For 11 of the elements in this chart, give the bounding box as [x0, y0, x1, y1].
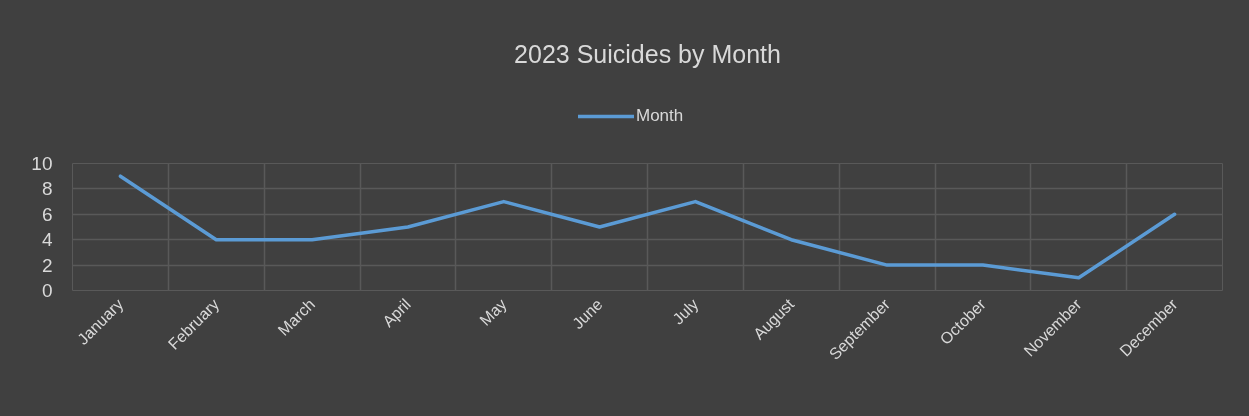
y-tick-label: 6	[41, 203, 53, 225]
y-tick-label: 8	[41, 178, 53, 200]
x-tick-label: May	[476, 295, 510, 329]
y-tick-label: 0	[41, 280, 53, 301]
y-tick-label: 10	[31, 153, 53, 174]
legend-label: Month	[636, 106, 684, 126]
chart-title: 2023 Suicides by Month	[514, 39, 781, 68]
line-series	[118, 174, 1177, 280]
x-tick-label: July	[669, 295, 702, 328]
y-tick-label: 4	[41, 229, 53, 251]
y-tick-label: 2	[41, 254, 53, 276]
